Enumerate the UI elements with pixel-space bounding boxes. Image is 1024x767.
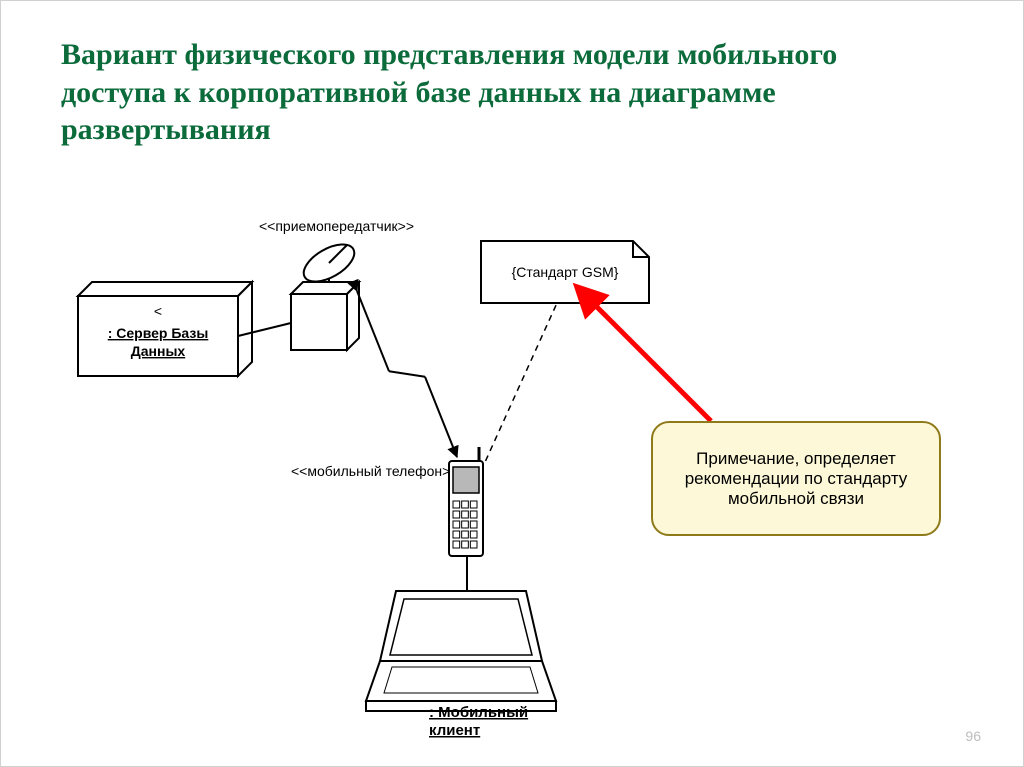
gsm-note: {Стандарт GSM} [481,241,649,303]
server-name-line2: Данных [131,343,186,359]
mobile-phone-node: <<мобильный телефон>> [291,447,483,556]
gsm-note-text: {Стандарт GSM} [512,264,619,280]
callout-text: Примечание, определяет рекомендации по с… [671,449,921,509]
phone-stereotype: <<мобильный телефон>> [291,463,459,479]
callout-arrow [595,305,711,421]
radio-link [357,291,457,457]
laptop-name-line1: : Мобильный [429,704,528,721]
callout-note: Примечание, определяет рекомендации по с… [651,421,941,536]
transceiver-node: <<приемопередатчик>> [259,218,414,350]
laptop-name-line2: клиент [429,722,480,739]
laptop-node: : Мобильный клиент [366,591,556,739]
server-node: <> : Сервер Базы Данных [78,282,252,376]
page-number: 96 [965,728,981,744]
slide: Вариант физического представления модели… [0,0,1024,767]
link-phone-note [481,303,557,471]
deployment-diagram: <> : Сервер Базы Данных <<приемопередатч… [1,1,1024,767]
server-stereotype: <> [154,303,162,319]
server-name-line1: : Сервер Базы [108,325,209,341]
transceiver-stereotype: <<приемопередатчик>> [259,218,414,234]
